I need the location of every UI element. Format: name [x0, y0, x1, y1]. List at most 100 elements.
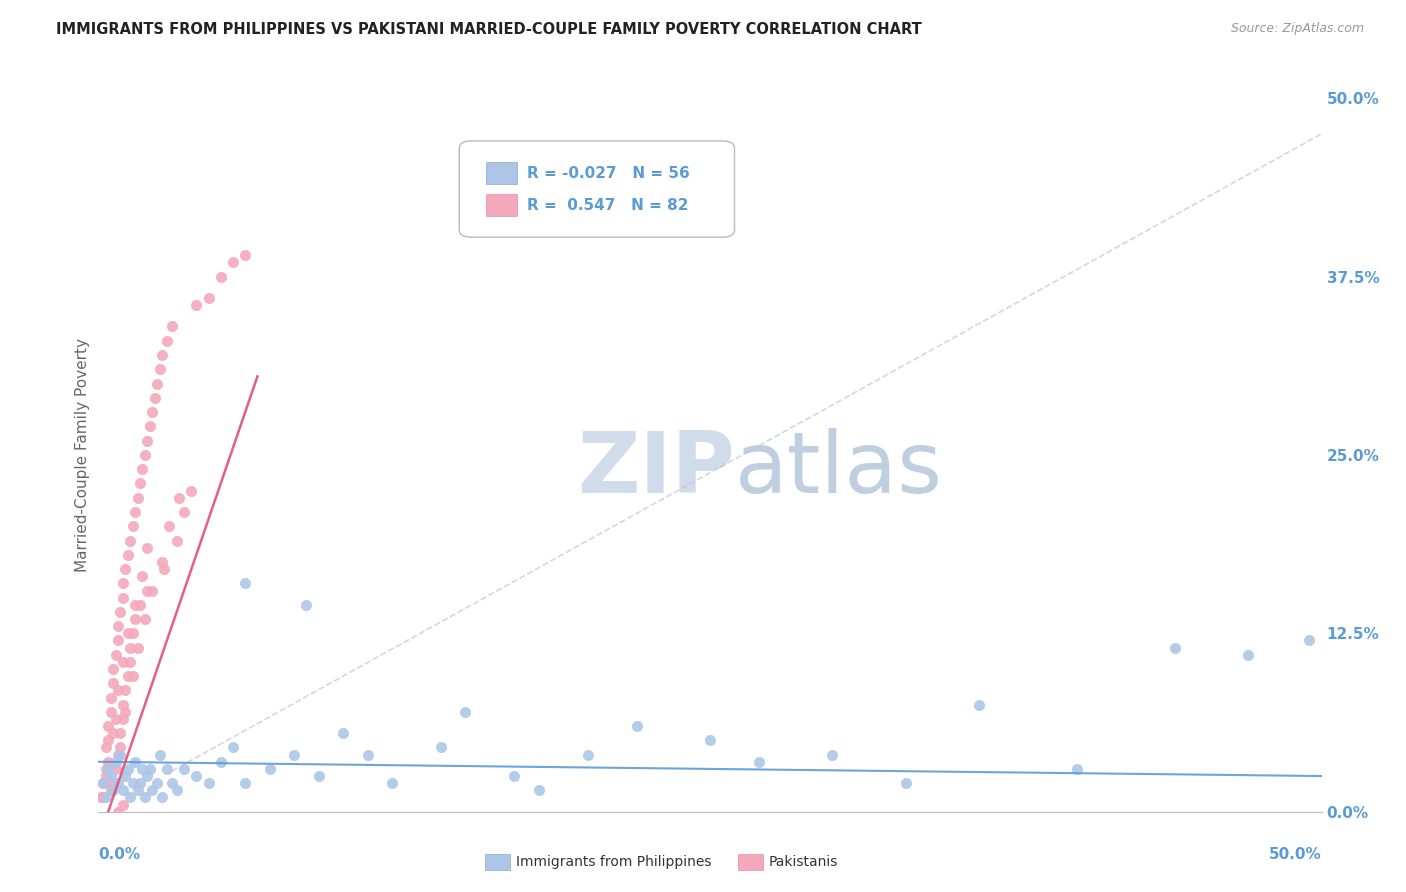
Point — [91, 790, 114, 805]
Point — [222, 255, 245, 269]
Point — [381, 776, 404, 790]
Point — [91, 776, 114, 790]
Point — [129, 476, 152, 491]
Point — [134, 448, 156, 462]
Point — [430, 740, 453, 755]
Point — [114, 683, 136, 698]
Text: Source: ZipAtlas.com: Source: ZipAtlas.com — [1230, 22, 1364, 36]
Point — [97, 719, 120, 733]
Point — [136, 769, 159, 783]
Bar — [486, 162, 517, 184]
Point — [153, 562, 176, 576]
Point — [97, 755, 120, 769]
Point — [259, 762, 281, 776]
Point — [143, 391, 166, 405]
Point — [100, 776, 122, 790]
FancyBboxPatch shape — [460, 141, 734, 237]
Point — [283, 747, 305, 762]
Point — [114, 562, 136, 576]
Point — [94, 762, 117, 776]
Point — [295, 598, 318, 612]
Y-axis label: Married-Couple Family Poverty: Married-Couple Family Poverty — [75, 338, 90, 572]
Point — [124, 612, 146, 626]
Point — [894, 776, 917, 790]
Point — [107, 747, 129, 762]
Point — [127, 640, 149, 655]
Point — [139, 419, 162, 434]
Point — [149, 362, 172, 376]
Point — [173, 505, 195, 519]
Point — [110, 740, 132, 755]
Point — [146, 376, 169, 391]
Text: IMMIGRANTS FROM PHILIPPINES VS PAKISTANI MARRIED-COUPLE FAMILY POVERTY CORRELATI: IMMIGRANTS FROM PHILIPPINES VS PAKISTANI… — [56, 22, 922, 37]
Point — [104, 755, 127, 769]
Point — [166, 783, 188, 797]
Point — [100, 690, 122, 705]
Point — [117, 762, 139, 776]
Point — [131, 569, 153, 583]
Point — [160, 319, 183, 334]
Point — [111, 712, 134, 726]
Point — [120, 533, 142, 548]
Point — [141, 583, 163, 598]
Point — [101, 662, 124, 676]
Point — [149, 747, 172, 762]
Text: 0.0%: 0.0% — [98, 847, 141, 863]
Point — [139, 762, 162, 776]
Point — [699, 733, 721, 747]
Point — [97, 762, 120, 776]
Point — [209, 269, 232, 284]
Point — [100, 769, 122, 783]
Point — [160, 776, 183, 790]
Point — [1298, 633, 1320, 648]
Text: Pakistanis: Pakistanis — [769, 855, 838, 869]
Point — [107, 776, 129, 790]
Point — [90, 790, 112, 805]
Point — [197, 776, 219, 790]
Point — [101, 676, 124, 690]
Text: R =  0.547   N = 82: R = 0.547 N = 82 — [526, 198, 688, 212]
Point — [131, 762, 153, 776]
Point — [167, 491, 190, 505]
Point — [111, 655, 134, 669]
Point — [156, 762, 179, 776]
Point — [308, 769, 330, 783]
Text: ZIP: ZIP — [576, 427, 734, 511]
Point — [503, 769, 526, 783]
Point — [136, 541, 159, 555]
Point — [121, 519, 143, 533]
Point — [209, 755, 232, 769]
Point — [150, 790, 173, 805]
Point — [157, 519, 180, 533]
Point — [100, 783, 122, 797]
Point — [120, 790, 142, 805]
Point — [117, 626, 139, 640]
Point — [748, 755, 770, 769]
Point — [101, 726, 124, 740]
Point — [107, 633, 129, 648]
Point — [104, 648, 127, 662]
Point — [1164, 640, 1187, 655]
Point — [110, 747, 132, 762]
Point — [94, 769, 117, 783]
Point — [110, 726, 132, 740]
Point — [222, 740, 245, 755]
Point — [527, 783, 550, 797]
Point — [111, 591, 134, 605]
Point — [111, 576, 134, 591]
Point — [114, 705, 136, 719]
Point — [101, 783, 124, 797]
Point — [124, 505, 146, 519]
Point — [134, 790, 156, 805]
Text: atlas: atlas — [734, 427, 942, 511]
Point — [121, 626, 143, 640]
Point — [576, 747, 599, 762]
Bar — [486, 194, 517, 216]
Point — [332, 726, 354, 740]
Point — [94, 740, 117, 755]
Point — [107, 683, 129, 698]
Point — [100, 705, 122, 719]
Point — [186, 769, 208, 783]
Point — [967, 698, 990, 712]
Point — [91, 776, 114, 790]
